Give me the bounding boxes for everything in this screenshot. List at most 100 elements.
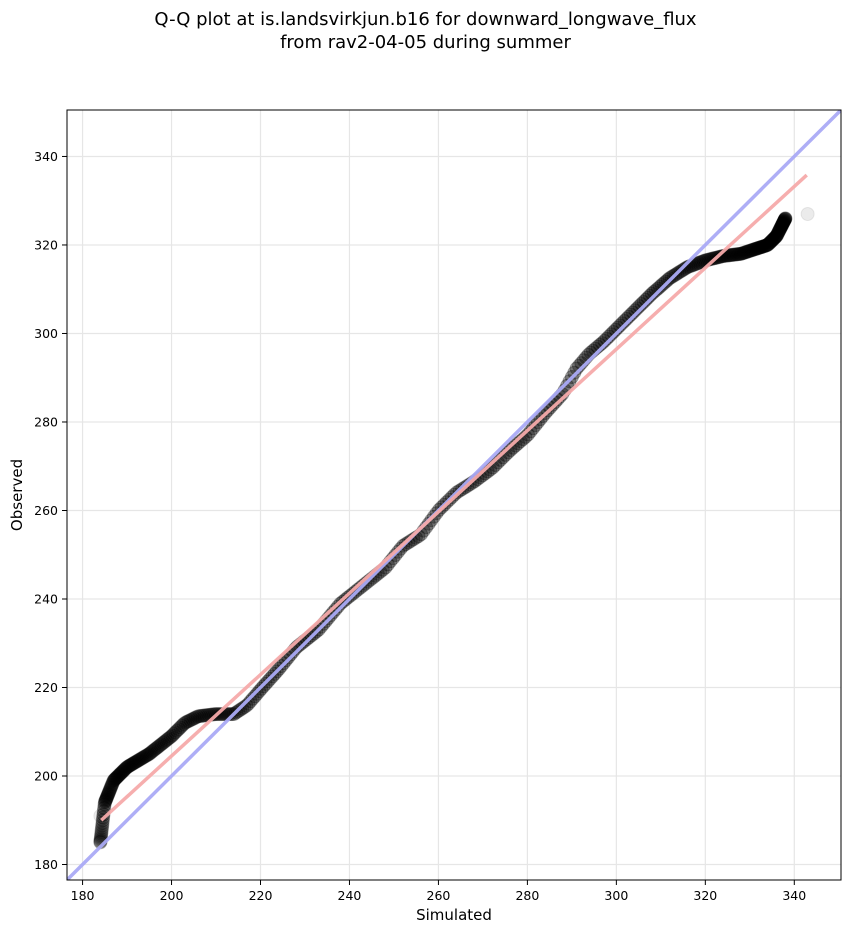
quantile-point bbox=[775, 216, 790, 231]
quantile-point bbox=[777, 214, 791, 229]
quantile-point bbox=[738, 245, 753, 260]
quantile-point bbox=[173, 720, 188, 735]
quantile-point bbox=[105, 777, 120, 792]
quantile-point bbox=[122, 758, 137, 773]
quantile-point bbox=[778, 211, 793, 226]
quantile-point bbox=[765, 233, 780, 248]
quantile-point bbox=[658, 274, 673, 289]
quantile-point bbox=[181, 714, 196, 728]
quantile-point bbox=[153, 738, 168, 753]
quantile-point bbox=[748, 241, 763, 256]
quantile-point bbox=[744, 243, 759, 258]
quantile-point bbox=[196, 708, 210, 723]
quantile-point bbox=[107, 773, 122, 787]
quantile-point bbox=[752, 240, 767, 255]
quantile-point bbox=[778, 211, 793, 226]
quantile-point bbox=[98, 792, 113, 807]
quantile-point bbox=[95, 820, 109, 835]
quantile-point bbox=[140, 747, 155, 762]
quantile-point bbox=[768, 230, 782, 245]
quantile-point bbox=[133, 752, 148, 767]
quantile-point bbox=[111, 768, 126, 783]
quantile-point bbox=[101, 786, 116, 801]
quantile-point bbox=[120, 760, 135, 775]
quantile-point bbox=[121, 759, 136, 774]
quantile-point bbox=[117, 763, 132, 777]
fit-line bbox=[100, 173, 808, 822]
quantile-point bbox=[328, 602, 343, 617]
quantile-point bbox=[739, 244, 754, 259]
quantile-point bbox=[729, 247, 744, 262]
quantile-point bbox=[331, 599, 345, 614]
quantile-point bbox=[94, 823, 109, 837]
quantile-point bbox=[245, 691, 260, 706]
quantile-point bbox=[704, 251, 719, 266]
quantile-point bbox=[207, 707, 222, 722]
quantile-point bbox=[102, 783, 117, 798]
quantile-point bbox=[94, 825, 109, 839]
quantile-point bbox=[107, 772, 122, 787]
y-tick-label: 180 bbox=[34, 857, 58, 872]
quantile-point bbox=[150, 740, 165, 755]
quantile-point bbox=[147, 742, 162, 757]
quantile-point bbox=[732, 247, 747, 261]
quantile-point bbox=[168, 725, 183, 740]
quantile-point bbox=[99, 790, 114, 805]
x-tick-label: 200 bbox=[160, 888, 184, 903]
quantile-point bbox=[171, 722, 186, 737]
quantile-point bbox=[727, 247, 741, 262]
quantile-point bbox=[722, 248, 737, 263]
quantile-point bbox=[714, 249, 729, 264]
quantile-point bbox=[776, 214, 791, 229]
quantile-point bbox=[135, 750, 150, 765]
plot-frame bbox=[66, 109, 842, 881]
y-axis-label: Observed bbox=[8, 459, 26, 531]
quantile-point bbox=[656, 276, 671, 291]
quantile-point bbox=[165, 728, 180, 743]
y-tick-label: 320 bbox=[34, 237, 58, 252]
quantile-point bbox=[764, 234, 779, 248]
quantile-point bbox=[652, 279, 667, 294]
quantile-point bbox=[190, 709, 205, 724]
quantile-point bbox=[740, 244, 755, 259]
quantile-point bbox=[100, 787, 115, 802]
quantile-point bbox=[648, 283, 663, 298]
quantile-point bbox=[778, 211, 793, 226]
quantile-point bbox=[160, 732, 175, 747]
chart-title-line-1: Q-Q plot at is.landsvirkjun.b16 for down… bbox=[154, 9, 697, 30]
y-tick-label: 240 bbox=[34, 591, 58, 606]
quantile-point bbox=[777, 212, 792, 227]
quantile-point bbox=[162, 731, 177, 746]
quantile-point bbox=[754, 240, 769, 254]
quantile-point bbox=[146, 743, 161, 758]
y-tick-label: 200 bbox=[34, 769, 58, 784]
quantile-point bbox=[243, 694, 258, 709]
y-tick-label: 220 bbox=[34, 680, 58, 695]
quantile-point bbox=[139, 748, 154, 763]
quantile-point bbox=[770, 227, 785, 242]
quantile-point bbox=[194, 708, 209, 723]
quantile-point bbox=[773, 221, 788, 236]
quantile-point bbox=[98, 794, 113, 808]
quantile-point bbox=[105, 775, 120, 790]
grid bbox=[67, 110, 841, 880]
quantile-point bbox=[776, 215, 791, 230]
quantile-point bbox=[134, 751, 149, 766]
quantile-point bbox=[97, 797, 112, 812]
quantile-point bbox=[650, 281, 665, 296]
quantile-point bbox=[115, 764, 130, 779]
quantile-point bbox=[761, 237, 776, 251]
quantile-point bbox=[768, 230, 783, 244]
quantile-point bbox=[777, 213, 792, 227]
quantile-point bbox=[743, 243, 758, 258]
quantile-point bbox=[688, 257, 703, 272]
quantile-point bbox=[695, 254, 710, 269]
quantile-point bbox=[778, 211, 793, 226]
quantile-point bbox=[778, 211, 793, 226]
quantile-point bbox=[170, 723, 184, 738]
x-tick-label: 300 bbox=[604, 888, 628, 903]
quantile-point bbox=[760, 237, 775, 252]
quantile-point bbox=[772, 222, 787, 237]
chart-title-line-2: from rav2-04-05 during summer bbox=[280, 32, 571, 53]
